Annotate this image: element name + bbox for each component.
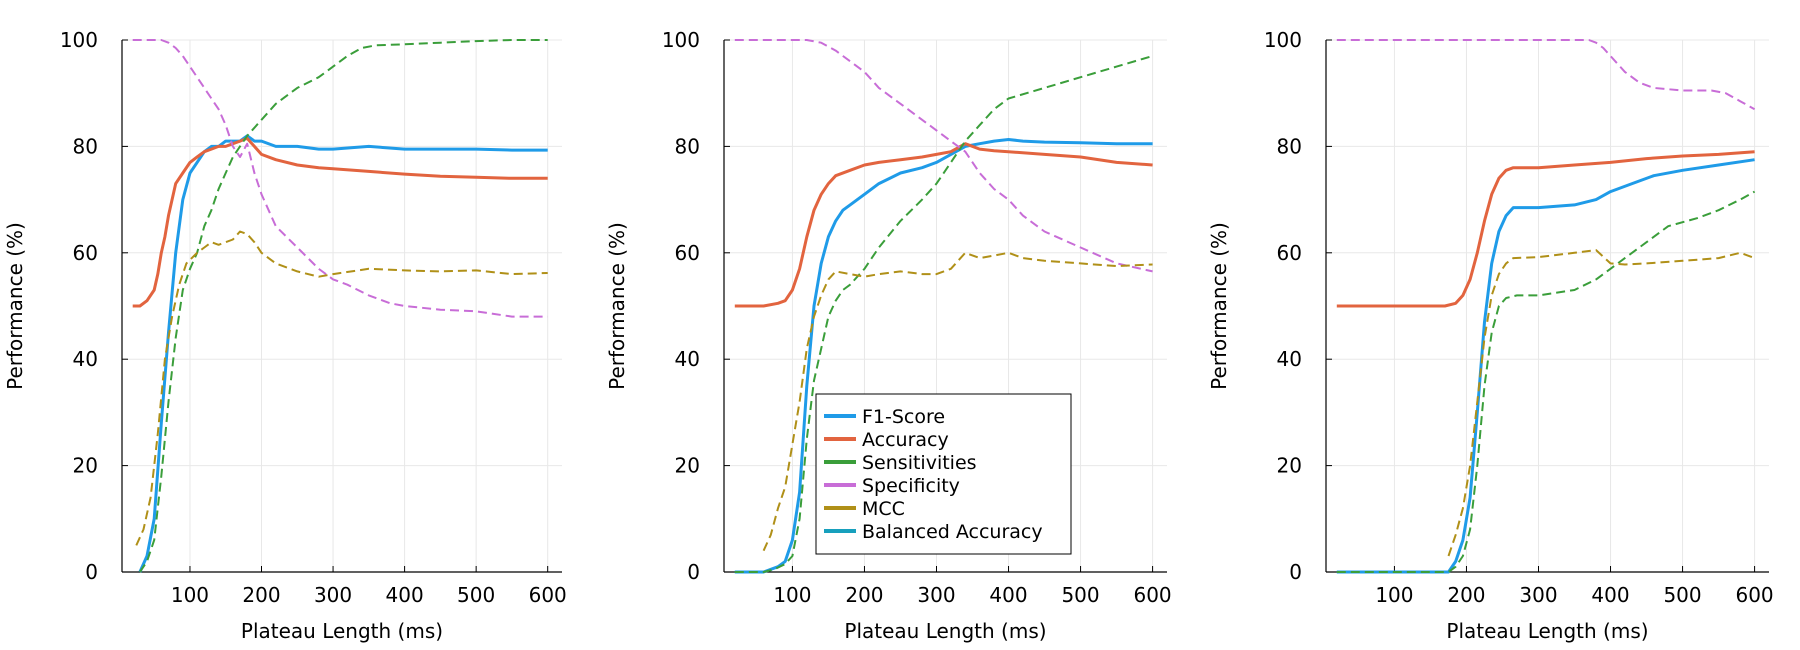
- x-tick-label: 100: [171, 583, 209, 607]
- series-group: [734, 39, 1153, 574]
- x-tick-label: 200: [845, 583, 883, 607]
- y-tick-label: 40: [675, 347, 700, 371]
- legend-label: Sensitivities: [862, 452, 977, 474]
- chart-panel-2: 100 200 300 400 500 600 0 20 40 60 80 100 Plateau Le…: [605, 28, 1172, 643]
- series-line-sensitivities: [1336, 190, 1756, 573]
- legend-label: Specificity: [862, 475, 960, 497]
- series-line-accuracy: [1336, 150, 1755, 308]
- y-tick-label: 60: [73, 241, 98, 265]
- x-tick-label: 600: [529, 583, 567, 607]
- series-line-f1-score: [1336, 158, 1755, 574]
- x-tick-label: 300: [314, 583, 352, 607]
- x-tick-label: 600: [1133, 583, 1171, 607]
- x-axis-title: Plateau Length (ms): [241, 619, 443, 643]
- legend-label: MCC: [862, 498, 905, 520]
- y-tick-label: 0: [1289, 560, 1302, 584]
- y-tick-label: 20: [1277, 454, 1302, 478]
- y-tick-label: 20: [675, 454, 700, 478]
- series-line-mcc: [762, 251, 1153, 552]
- series-line-f1-score: [734, 138, 1153, 574]
- x-tick-label: 500: [1663, 583, 1701, 607]
- series-line-sensitivities: [734, 55, 1153, 573]
- series-group: [132, 39, 548, 573]
- y-tick-label: 100: [1264, 28, 1302, 52]
- y-tick-label: 100: [662, 28, 700, 52]
- series-line-sensitivities: [139, 39, 548, 573]
- y-tick-label: 60: [1277, 241, 1302, 265]
- y-tick-label: 40: [1277, 347, 1302, 371]
- x-axis-title: Plateau Length (ms): [1446, 619, 1648, 643]
- legend: F1-ScoreAccuracySensitivitiesSpecificity…: [815, 393, 1072, 555]
- x-tick-label: 400: [989, 583, 1027, 607]
- x-tick-label: 300: [917, 583, 955, 607]
- y-axis-title: Performance (%): [3, 222, 27, 390]
- x-tick-label: 200: [1447, 583, 1485, 607]
- x-axis-title: Plateau Length (ms): [844, 619, 1046, 643]
- legend-label: Accuracy: [862, 429, 949, 451]
- y-tick-label: 100: [60, 28, 98, 52]
- x-tick-label: 600: [1735, 583, 1773, 607]
- y-tick-label: 40: [73, 347, 98, 371]
- x-tick-label: 400: [386, 583, 424, 607]
- series-line-f1-score: [138, 134, 548, 573]
- series-line-accuracy: [132, 136, 548, 308]
- x-tick-label: 400: [1591, 583, 1629, 607]
- series-line-mcc: [135, 230, 548, 546]
- y-tick-label: 0: [687, 560, 700, 584]
- y-tick-label: 80: [675, 134, 700, 158]
- series-line-accuracy: [734, 142, 1153, 308]
- grid: [1326, 39, 1769, 573]
- y-tick-label: 80: [1277, 134, 1302, 158]
- series-line-specificity: [1336, 39, 1756, 111]
- x-tick-label: 200: [242, 583, 280, 607]
- chart-panel-1: 100 200 300 400 500 600 0 20 40 60 80 100 Plateau Le…: [3, 28, 567, 643]
- x-tick-label: 500: [457, 583, 495, 607]
- legend-label: F1-Score: [862, 406, 945, 428]
- y-axis-title: Performance (%): [1207, 222, 1231, 390]
- y-tick-label: 0: [85, 560, 98, 584]
- x-tick-label: 100: [773, 583, 811, 607]
- x-tick-label: 100: [1375, 583, 1413, 607]
- series-line-specificity: [132, 39, 548, 318]
- y-tick-label: 20: [73, 454, 98, 478]
- series-line-mcc: [1447, 249, 1755, 557]
- legend-box: [815, 393, 1072, 555]
- y-tick-label: 80: [73, 134, 98, 158]
- series-group: [1336, 39, 1756, 574]
- y-tick-label: 60: [675, 241, 700, 265]
- grid: [122, 39, 562, 573]
- x-tick-label: 500: [1061, 583, 1099, 607]
- chart-panel-3: 100 200 300 400 500 600 0 20 40 60 80 100 Plateau Le…: [1207, 28, 1774, 643]
- y-axis-title: Performance (%): [605, 222, 629, 390]
- series-line-specificity: [734, 39, 1153, 273]
- legend-label: Balanced Accuracy: [862, 521, 1043, 543]
- x-tick-label: 300: [1519, 583, 1557, 607]
